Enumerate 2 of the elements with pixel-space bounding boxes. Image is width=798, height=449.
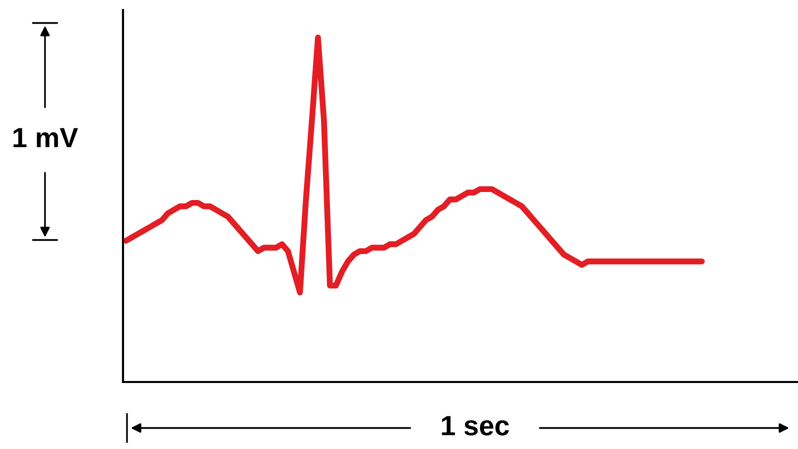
text: 1 mV [14,128,78,148]
text: 1 sec [442,416,509,436]
